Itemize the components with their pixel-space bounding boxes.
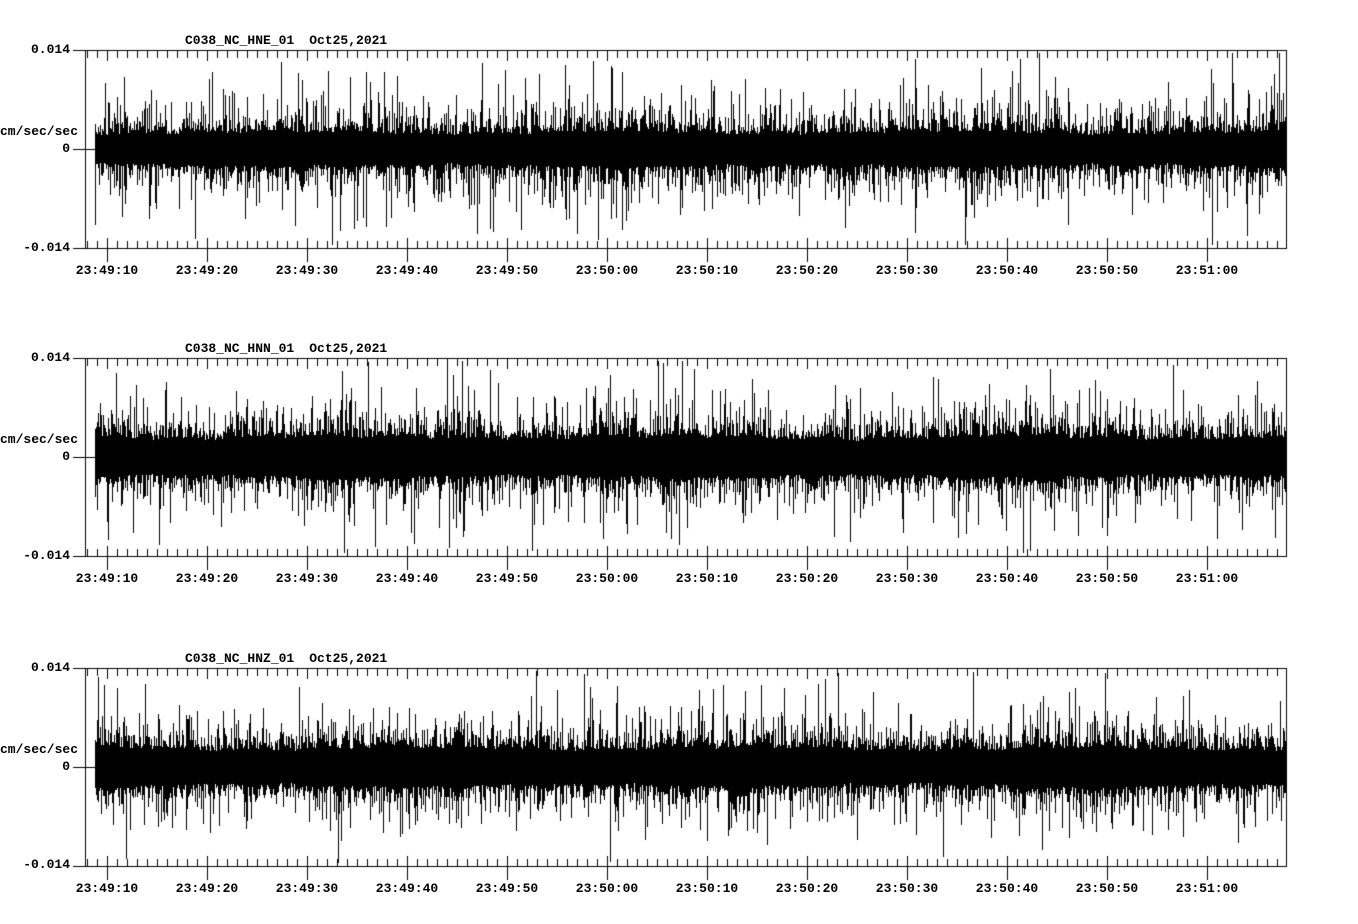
xtick-label: 23:49:50 xyxy=(475,881,539,896)
xtick-label: 23:50:20 xyxy=(775,881,839,896)
xtick-label: 23:49:20 xyxy=(175,263,239,278)
xtick-label: 23:50:00 xyxy=(575,571,639,586)
panel-2-date-label: Oct25,2021 xyxy=(309,341,388,356)
xtick-label: 23:50:20 xyxy=(775,571,839,586)
panel-1-ytick-max: 0.014 xyxy=(30,42,70,57)
xtick-label: 23:50:00 xyxy=(575,881,639,896)
panel-1-station-label: C038_NC_HNE_01 xyxy=(185,33,295,48)
panel-3-yaxis-units: cm/sec/sec xyxy=(0,742,79,757)
panel-2-station-label: C038_NC_HNN_01 xyxy=(185,341,295,356)
xtick-label: 23:49:30 xyxy=(275,881,339,896)
xtick-label: 23:50:20 xyxy=(775,263,839,278)
xtick-label: 23:50:10 xyxy=(675,263,739,278)
xtick-label: 23:50:10 xyxy=(675,881,739,896)
xtick-label: 23:49:40 xyxy=(375,571,439,586)
xtick-label: 23:50:10 xyxy=(675,571,739,586)
xtick-label: 23:50:30 xyxy=(875,571,939,586)
xtick-label: 23:49:30 xyxy=(275,571,339,586)
panel-3-station-label: C038_NC_HNZ_01 xyxy=(185,651,295,666)
xtick-label: 23:50:40 xyxy=(975,263,1039,278)
panel-2-ytick-max: 0.014 xyxy=(30,350,70,365)
xtick-label: 23:49:10 xyxy=(75,263,139,278)
xtick-label: 23:49:50 xyxy=(475,571,539,586)
panel-2-xtick-labels: 23:49:10 23:49:20 23:49:30 23:49:40 23:49:50… xyxy=(0,572,1358,588)
panel-1-yaxis-units: cm/sec/sec xyxy=(0,124,79,139)
panel-3-title: C038_NC_HNZ_01 Oct25,2021 xyxy=(185,652,387,666)
panel-3-date-label: Oct25,2021 xyxy=(309,651,388,666)
panel-3-xtick-labels: 23:49:10 23:49:20 23:49:30 23:49:40 23:49:50… xyxy=(0,882,1358,898)
xtick-label: 23:49:40 xyxy=(375,881,439,896)
panel-1-date-label: Oct25,2021 xyxy=(309,33,388,48)
xtick-label: 23:50:40 xyxy=(975,881,1039,896)
xtick-label: 23:49:50 xyxy=(475,263,539,278)
xtick-label: 23:49:40 xyxy=(375,263,439,278)
panel-2-title: C038_NC_HNN_01 Oct25,2021 xyxy=(185,342,387,356)
xtick-label: 23:50:50 xyxy=(1075,263,1139,278)
panel-2-ytick-zero: 0 xyxy=(62,449,70,464)
panel-3-ytick-zero: 0 xyxy=(62,759,70,774)
xtick-label: 23:50:50 xyxy=(1075,881,1139,896)
xtick-label: 23:49:10 xyxy=(75,571,139,586)
panel-3-ytick-min: -0.014 xyxy=(23,857,70,872)
xtick-label: 23:50:40 xyxy=(975,571,1039,586)
xtick-label: 23:50:50 xyxy=(1075,571,1139,586)
panel-2-yaxis-units: cm/sec/sec xyxy=(0,432,79,447)
panel-1-title: C038_NC_HNE_01 Oct25,2021 xyxy=(185,34,387,48)
xtick-label: 23:49:30 xyxy=(275,263,339,278)
panel-1-xtick-labels: 23:49:10 23:49:20 23:49:30 23:49:40 23:49:50… xyxy=(0,264,1358,280)
xtick-label: 23:49:10 xyxy=(75,881,139,896)
panel-3-ytick-max: 0.014 xyxy=(30,660,70,675)
xtick-label: 23:51:00 xyxy=(1175,881,1239,896)
xtick-label: 23:51:00 xyxy=(1175,263,1239,278)
xtick-label: 23:51:00 xyxy=(1175,571,1239,586)
xtick-label: 23:50:30 xyxy=(875,263,939,278)
panel-1-ytick-zero: 0 xyxy=(62,141,70,156)
xtick-label: 23:50:30 xyxy=(875,881,939,896)
xtick-label: 23:49:20 xyxy=(175,571,239,586)
xtick-label: 23:50:00 xyxy=(575,263,639,278)
xtick-label: 23:49:20 xyxy=(175,881,239,896)
panel-1-ytick-min: -0.014 xyxy=(23,240,70,255)
panel-2-ytick-min: -0.014 xyxy=(23,548,70,563)
